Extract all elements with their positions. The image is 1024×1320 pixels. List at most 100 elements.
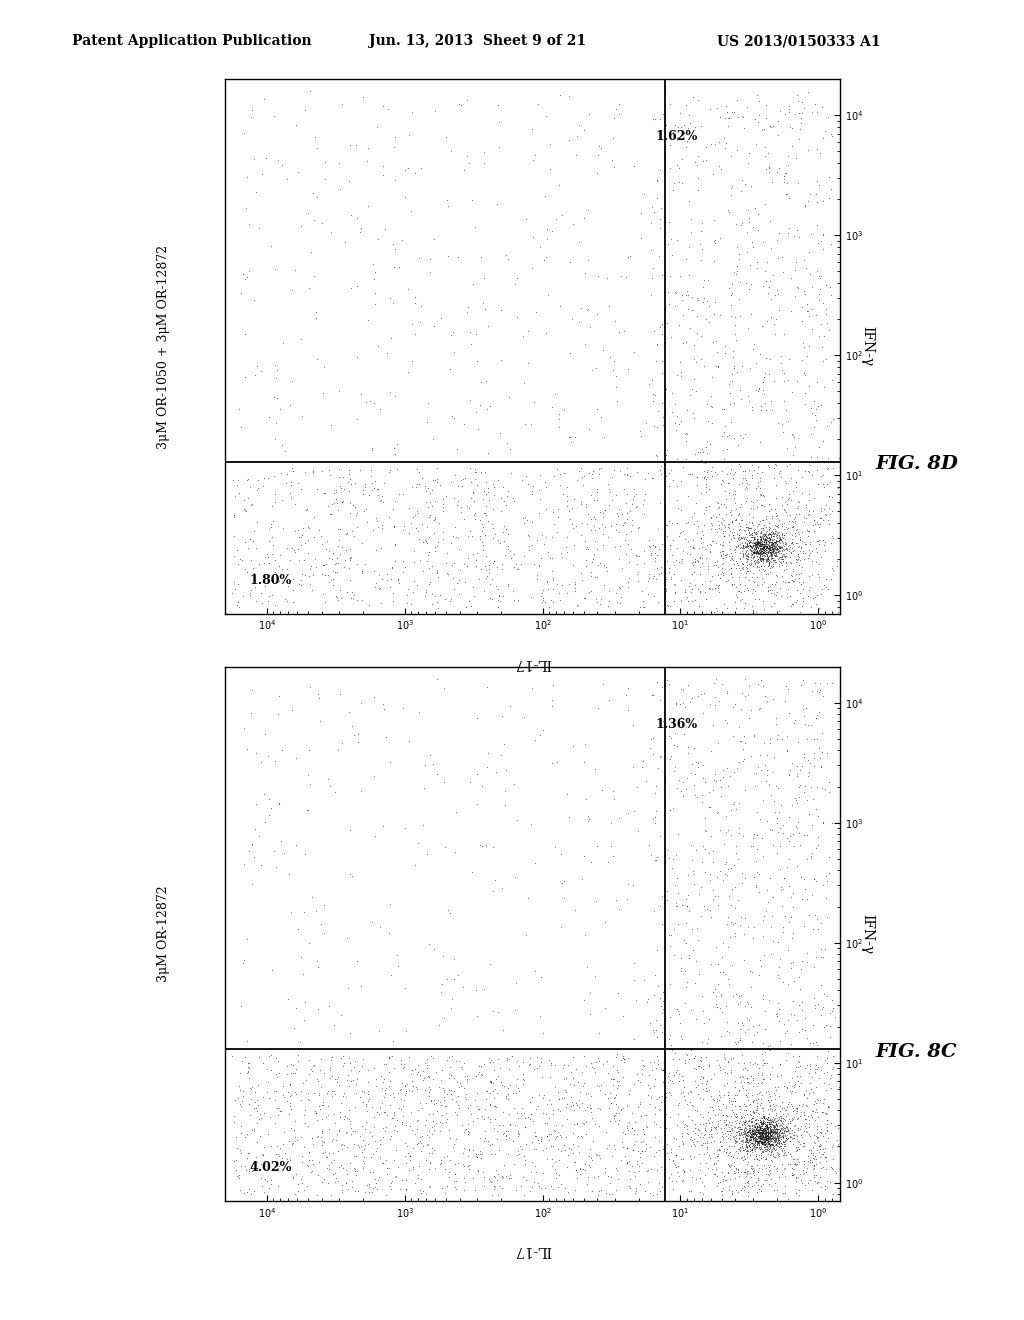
Point — [761, 527, 777, 548]
Point — [418, 1092, 434, 1113]
Point — [621, 1111, 637, 1133]
Point — [793, 1038, 809, 1059]
Point — [318, 531, 335, 552]
Point — [507, 1114, 523, 1135]
Point — [788, 276, 805, 297]
Point — [674, 1065, 690, 1086]
Point — [745, 1138, 762, 1159]
Point — [775, 1104, 792, 1125]
Point — [331, 152, 347, 173]
Point — [711, 1146, 727, 1167]
Point — [746, 1126, 763, 1147]
Point — [763, 1125, 779, 1146]
Point — [741, 1119, 758, 1140]
Point — [715, 1093, 731, 1114]
Point — [626, 1119, 642, 1140]
Point — [584, 550, 600, 572]
Point — [773, 1122, 790, 1143]
Point — [758, 1119, 774, 1140]
Point — [823, 124, 840, 145]
Point — [723, 548, 739, 569]
Point — [636, 503, 652, 524]
Point — [796, 781, 812, 803]
Point — [762, 1098, 778, 1119]
Point — [607, 1105, 624, 1126]
Point — [589, 602, 605, 623]
Point — [764, 520, 780, 541]
Point — [325, 543, 341, 564]
Point — [767, 573, 783, 594]
Point — [500, 486, 516, 507]
Point — [599, 473, 615, 494]
Point — [800, 140, 816, 161]
Point — [718, 503, 734, 524]
Point — [790, 543, 806, 564]
Point — [780, 807, 797, 828]
Point — [651, 246, 668, 267]
Point — [697, 437, 714, 458]
Point — [761, 774, 777, 795]
Point — [817, 569, 834, 590]
Point — [741, 1163, 758, 1184]
Point — [780, 1142, 797, 1163]
Point — [599, 1051, 615, 1072]
Point — [439, 190, 456, 211]
Point — [762, 211, 778, 232]
Point — [787, 1073, 804, 1094]
Point — [290, 1049, 306, 1071]
Point — [357, 1093, 374, 1114]
Point — [681, 948, 697, 969]
Point — [693, 851, 710, 873]
Point — [482, 1134, 499, 1155]
Point — [695, 1114, 712, 1135]
Point — [736, 424, 753, 445]
Point — [770, 1127, 786, 1148]
Point — [825, 527, 842, 548]
Point — [762, 1094, 778, 1115]
Point — [777, 162, 794, 183]
Point — [238, 500, 254, 521]
Point — [755, 528, 771, 549]
Point — [737, 527, 754, 548]
Point — [755, 1113, 771, 1134]
Point — [417, 1078, 433, 1100]
Point — [543, 1067, 559, 1088]
Point — [368, 1076, 384, 1097]
Point — [449, 1090, 465, 1111]
Point — [718, 1140, 734, 1162]
Point — [256, 546, 272, 568]
Point — [682, 544, 698, 565]
Point — [725, 1146, 741, 1167]
Point — [707, 763, 723, 784]
Point — [726, 553, 742, 574]
Point — [784, 1129, 801, 1150]
Point — [759, 1122, 775, 1143]
Point — [756, 1123, 772, 1144]
Point — [712, 1086, 728, 1107]
Point — [678, 285, 694, 306]
Point — [724, 1135, 740, 1156]
Point — [760, 1125, 776, 1146]
Point — [469, 351, 485, 372]
Point — [675, 305, 691, 326]
Point — [763, 540, 779, 561]
Point — [730, 1115, 746, 1137]
Point — [605, 1068, 622, 1089]
Point — [761, 1126, 777, 1147]
Point — [711, 515, 727, 536]
Point — [757, 1126, 773, 1147]
Point — [408, 854, 424, 875]
Point — [472, 834, 488, 855]
Point — [773, 529, 790, 550]
Point — [751, 1134, 767, 1155]
Point — [736, 779, 753, 800]
Point — [749, 1119, 765, 1140]
Point — [790, 812, 806, 833]
Point — [754, 1121, 770, 1142]
Point — [792, 1022, 808, 1043]
Point — [454, 475, 470, 496]
Point — [723, 1146, 739, 1167]
Point — [762, 1119, 778, 1140]
Point — [565, 1074, 582, 1096]
Point — [745, 1134, 762, 1155]
